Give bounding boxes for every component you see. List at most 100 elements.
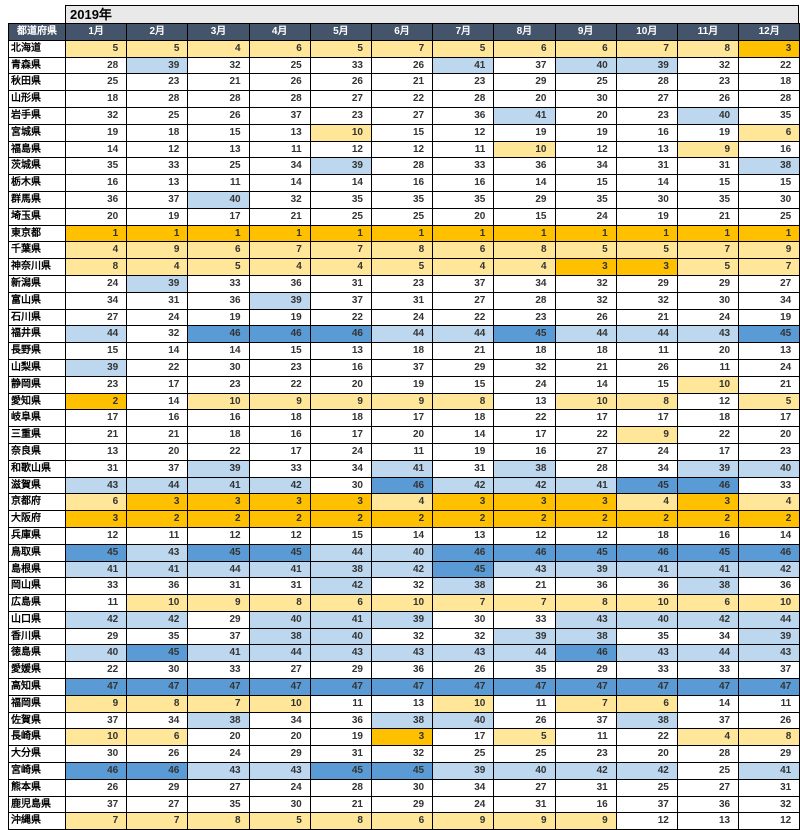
rank-cell: 29 [64, 627, 128, 646]
table-row: 高知県 47 47 47 47 47 47 47 47 47 47 47 47 [8, 678, 800, 696]
rank-cell: 28 [64, 56, 128, 75]
rank-cell: 5 [615, 241, 678, 260]
rank-cell: 7 [554, 694, 617, 713]
rank-cell: 4 [370, 493, 434, 512]
rank-cell: 5 [126, 39, 189, 58]
rank-cell: 35 [738, 106, 800, 125]
rank-cell: 1 [493, 224, 556, 243]
rank-cell: 32 [187, 56, 250, 75]
rank-cell: 11 [554, 728, 617, 747]
rank-cell: 30 [615, 190, 678, 209]
rank-cell: 22 [187, 442, 250, 461]
rank-cell: 18 [615, 526, 678, 545]
rank-cell: 23 [248, 358, 311, 377]
rank-cell: 2 [187, 510, 250, 528]
rank-cell: 15 [432, 375, 495, 394]
rank-cell: 25 [493, 745, 556, 764]
rank-cell: 25 [248, 56, 311, 75]
rank-cell: 13 [738, 342, 800, 360]
rank-cell: 13 [64, 442, 128, 461]
rank-cell: 9 [64, 694, 128, 713]
rank-cell: 12 [309, 140, 372, 159]
rank-cell: 11 [432, 140, 495, 159]
table-row: 宮崎県 46 46 43 43 45 45 39 40 42 42 25 41 [8, 762, 800, 780]
rank-cell: 38 [187, 711, 250, 730]
rank-cell: 8 [554, 594, 617, 612]
rank-cell: 37 [187, 627, 250, 646]
rank-cell: 42 [309, 577, 372, 596]
rank-cell: 3 [187, 493, 250, 512]
rank-cell: 40 [432, 711, 495, 730]
rank-cell: 31 [432, 459, 495, 478]
rank-cell: 4 [493, 258, 556, 276]
rank-cell: 30 [738, 190, 800, 209]
rank-cell: 7 [370, 39, 434, 58]
rank-cell: 19 [126, 207, 189, 226]
rank-cell: 16 [309, 358, 372, 377]
rank-cell: 44 [370, 325, 434, 344]
rank-cell: 3 [738, 39, 800, 58]
rank-cell: 4 [432, 258, 495, 276]
prefecture-name: 愛媛県 [8, 661, 66, 680]
rank-cell: 45 [432, 560, 495, 579]
rank-cell: 5 [493, 728, 556, 747]
rank-cell: 12 [64, 526, 128, 545]
rank-cell: 27 [615, 90, 678, 108]
rank-cell: 6 [309, 594, 372, 612]
rank-cell: 34 [126, 711, 189, 730]
rank-cell: 34 [432, 778, 495, 797]
rank-cell: 28 [370, 157, 434, 176]
rank-cell: 37 [64, 711, 128, 730]
rank-cell: 10 [676, 375, 740, 394]
rank-cell: 30 [554, 90, 617, 108]
rank-cell: 17 [309, 426, 372, 444]
rank-cell: 17 [64, 409, 128, 428]
rank-cell: 24 [64, 274, 128, 293]
column-header: 6月 [370, 23, 434, 41]
rank-cell: 38 [432, 577, 495, 596]
rank-cell: 31 [676, 157, 740, 176]
prefecture-name: 宮城県 [8, 123, 66, 142]
rank-cell: 20 [370, 426, 434, 444]
rank-cell: 15 [738, 174, 800, 192]
rank-cell: 39 [309, 157, 372, 176]
rank-cell: 39 [187, 459, 250, 478]
rank-cell: 4 [676, 728, 740, 747]
rank-cell: 22 [554, 426, 617, 444]
rank-cell: 12 [676, 392, 740, 411]
table-row: 愛媛県 22 30 33 27 29 36 26 35 29 33 33 37 [8, 661, 800, 680]
rank-cell: 24 [370, 308, 434, 327]
rank-cell: 39 [493, 627, 556, 646]
rank-cell: 7 [432, 594, 495, 612]
rank-cell: 23 [432, 73, 495, 92]
rank-cell: 12 [738, 812, 800, 830]
table-row: 兵庫県 12 11 12 12 15 14 13 12 12 18 16 14 [8, 526, 800, 545]
prefecture-name: 岩手県 [8, 106, 66, 125]
rank-cell: 7 [187, 694, 250, 713]
rank-cell: 46 [615, 543, 678, 562]
rank-cell: 9 [493, 812, 556, 830]
rank-cell: 46 [432, 543, 495, 562]
rank-cell: 3 [432, 493, 495, 512]
rank-cell: 16 [248, 426, 311, 444]
rank-cell: 43 [126, 543, 189, 562]
rank-cell: 41 [676, 560, 740, 579]
rank-cell: 20 [554, 106, 617, 125]
rank-cell: 32 [554, 274, 617, 293]
rank-cell: 29 [493, 73, 556, 92]
rank-cell: 26 [187, 106, 250, 125]
rank-cell: 17 [432, 728, 495, 747]
rank-cell: 13 [370, 694, 434, 713]
rank-cell: 4 [248, 258, 311, 276]
rank-cell: 25 [432, 745, 495, 764]
rank-cell: 22 [738, 56, 800, 75]
rank-cell: 8 [64, 258, 128, 276]
table-row: 三重県 21 21 18 16 17 20 14 17 22 9 22 20 [8, 426, 800, 444]
rank-cell: 17 [493, 426, 556, 444]
rank-cell: 42 [554, 762, 617, 780]
rank-cell: 12 [554, 140, 617, 159]
rank-cell: 34 [738, 291, 800, 310]
rank-cell: 41 [187, 476, 250, 495]
row-header-label: 都道府県 [8, 23, 66, 41]
rank-cell: 31 [370, 291, 434, 310]
